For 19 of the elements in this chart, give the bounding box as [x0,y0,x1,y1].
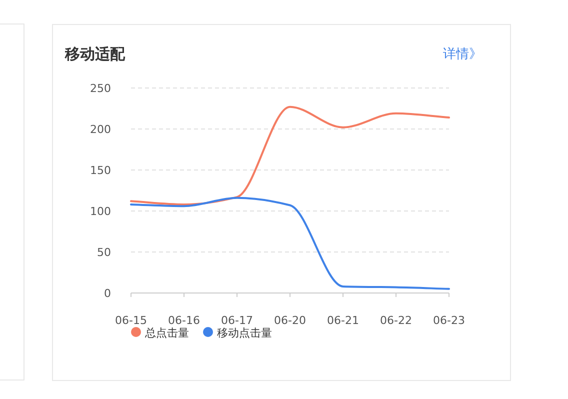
line-series [130,106,450,206]
x-tick-label: 06-22 [380,314,412,327]
y-tick-label: 0 [104,287,111,300]
x-tick-label: 06-16 [168,314,200,327]
legend-label: 总点击量 [144,326,189,340]
x-tick-label: 06-17 [221,314,253,327]
y-tick-label: 100 [90,205,111,218]
x-tick-label: 06-21 [327,314,359,327]
y-tick-label: 150 [90,164,111,177]
legend-label: 移动点击量 [217,326,272,340]
x-tick-label: 06-20 [274,314,306,327]
line-series [130,196,450,290]
y-tick-label: 250 [90,82,111,95]
x-tick-label: 06-23 [433,314,465,327]
chart-title: 移动适配 [64,45,126,63]
x-tick-label: 06-15 [115,314,147,327]
text: 详情》 [443,47,482,62]
y-tick-label: 200 [90,123,111,136]
y-tick-label: 50 [97,246,111,259]
